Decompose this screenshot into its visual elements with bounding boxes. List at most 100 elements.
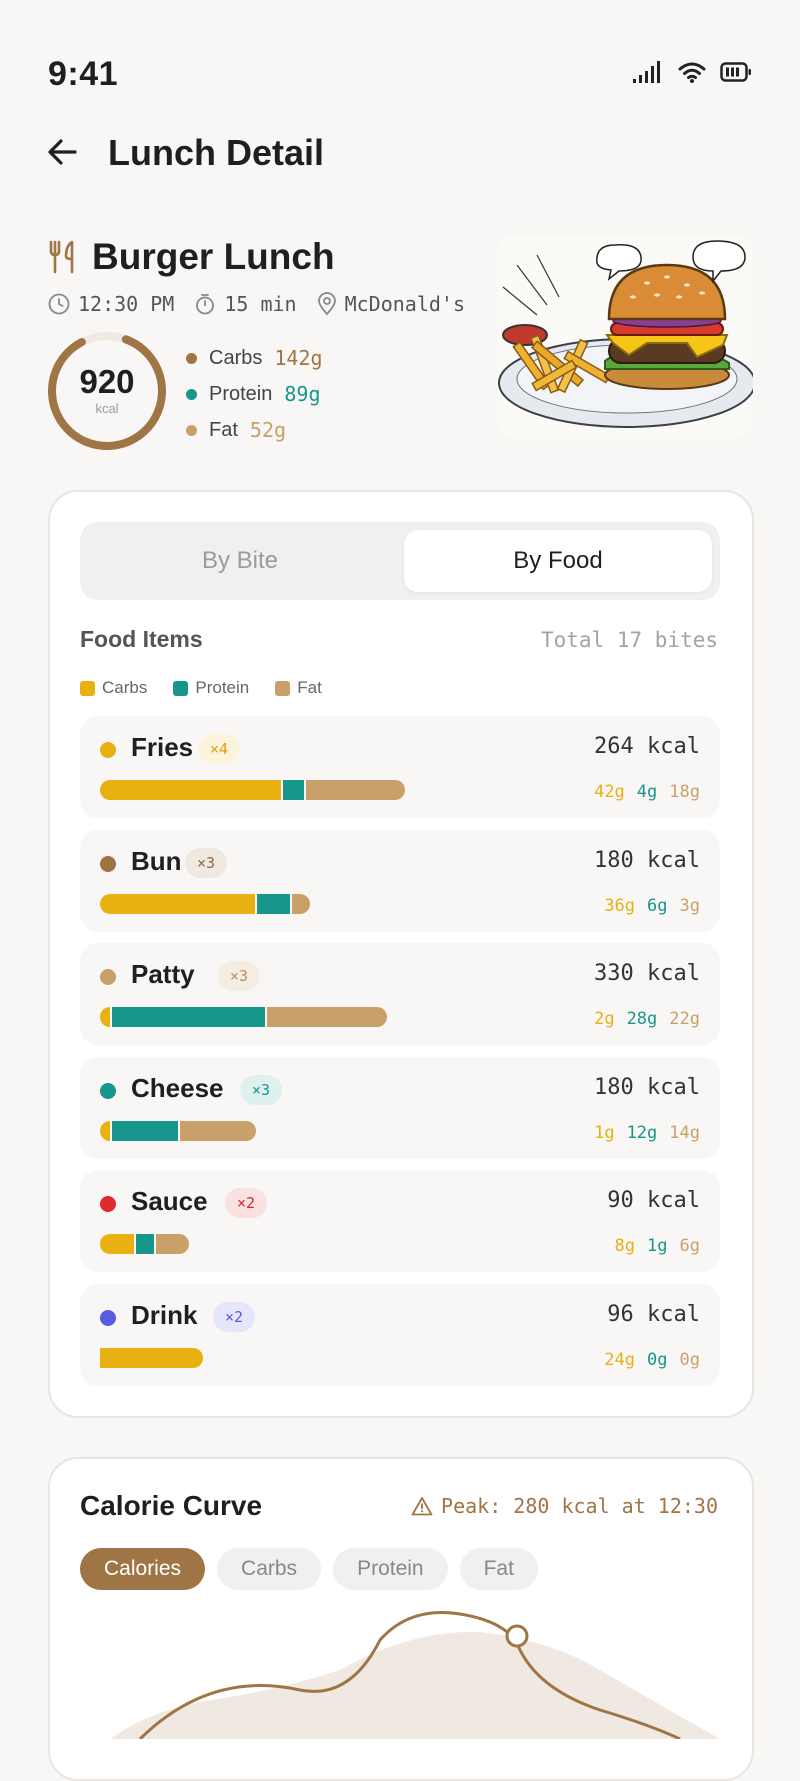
macro-bar [100,1120,256,1141]
bar-protein [136,1234,155,1254]
chip-fat[interactable]: Fat [459,1548,538,1590]
bar-carbs [100,893,255,914]
clock-icon [48,293,70,315]
food-dot [100,1309,116,1326]
chip-protein[interactable]: Protein [333,1548,448,1590]
stopwatch-icon [196,294,215,315]
status-icons [632,60,752,84]
peak-label: Peak: 280 kcal at 12:30 [441,1494,718,1518]
legend-label: Carbs [102,678,148,697]
food-fat: 3g [679,895,700,916]
macro-value: 89g [284,382,321,406]
legend-swatch [80,680,95,696]
macro-bar [100,893,310,914]
food-row-bun[interactable]: Bun ×3 180 kcal 36g 6g 3g [80,829,720,932]
chip-calories[interactable]: Calories [80,1548,206,1590]
bar-fat [156,1234,190,1254]
food-dot [100,1082,116,1099]
macro-bar [100,780,405,800]
legend-label: Fat [297,678,322,697]
food-protein: 1g [647,1236,668,1256]
food-carbs: 2g [594,1009,615,1029]
bite-count-badge: ×3 [185,847,228,878]
calorie-unit: kcal [95,401,119,416]
macro-name: Carbs [209,346,263,369]
food-row-patty[interactable]: Patty ×3 330 kcal 2g 28g 22g [80,943,720,1045]
meal-place: McDonald's [317,292,465,316]
food-macros: 8g 1g 6g [615,1236,700,1256]
food-carbs: 1g [594,1122,615,1143]
legend-swatch [275,680,291,696]
food-name: Patty [131,959,195,989]
macro-value: 142g [274,346,323,370]
bar-fat [306,780,405,800]
legend-fat: Fat [275,678,322,698]
food-macros: 36g 6g 3g [604,896,700,916]
macro-bar [100,1007,388,1027]
view-toggle: By Bite By Food [80,522,720,600]
macro-value: 52g [249,418,287,442]
food-fat: 22g [669,1009,700,1029]
meal-duration: 15 min [194,292,297,316]
macro-protein: Protein 89g [186,376,323,412]
food-kcal: 96 kcal [607,1301,700,1327]
macro-bar [100,1347,204,1368]
calorie-curve-chart [110,1610,720,1739]
food-macros: 42g 4g 18g [594,782,700,802]
food-dot [100,855,116,872]
peak-marker[interactable] [505,1624,529,1648]
food-carbs: 24g [604,1349,636,1370]
macro-fat: Fat 52g [186,412,323,448]
food-dot [100,742,116,758]
food-name: Bun [131,845,182,876]
meal-time-label: 12:30 PM [78,292,175,316]
meal-duration-label: 15 min [224,292,297,316]
food-dot [100,969,116,985]
food-protein: 0g [647,1349,668,1370]
calorie-total: 920 [79,363,135,400]
food-fat: 18g [669,782,700,802]
food-name: Drink [131,1299,198,1330]
tab-by-food[interactable]: By Food [404,530,712,592]
food-carbs: 36g [604,895,636,916]
legend-label: Protein [195,678,250,697]
legend-carbs: Carbs [80,678,147,698]
food-row-sauce[interactable]: Sauce ×2 90 kcal 8g 1g 6g [80,1170,720,1272]
food-row-drink[interactable]: Drink ×2 96 kcal 24g 0g 0g [80,1283,720,1386]
food-row-cheese[interactable]: Cheese ×3 180 kcal 1g 12g 14g [80,1056,720,1159]
food-name: Sauce [131,1186,208,1216]
food-row-fries[interactable]: Fries ×4 264 kcal 42g 4g 18g [80,716,720,818]
map-pin-icon [317,292,336,316]
bar-protein [112,1007,265,1027]
bite-count-badge: ×2 [225,1188,268,1218]
bite-count-badge: ×3 [218,961,261,991]
food-macros: 2g 28g 22g [594,1009,700,1029]
meal-photo [497,235,753,439]
curve-line [138,1610,681,1739]
bar-carbs [100,1347,204,1368]
food-protein: 12g [626,1122,658,1143]
tab-by-bite[interactable]: By Bite [201,547,279,574]
bite-count-badge: ×4 [198,734,241,764]
total-bites: Total 17 bites [540,628,718,652]
status-time: 9:41 [48,55,119,93]
bar-protein [282,780,305,800]
food-protein: 28g [626,1009,658,1029]
signal-icon [633,61,660,83]
macro-dot [186,352,197,364]
bar-carbs [100,780,281,800]
macro-dot [186,424,197,436]
food-items-heading: Food Items [80,626,203,652]
bar-fat [179,1120,256,1141]
battery-icon [720,62,751,82]
bite-count-badge: ×2 [213,1301,256,1332]
meal-meta: 12:30 PM 15 min McDonald's [48,292,465,316]
back-button[interactable] [42,132,82,172]
chip-carbs[interactable]: Carbs [217,1548,322,1590]
warning-icon [411,1497,433,1516]
bar-fat [291,893,310,914]
meal-title-row: Burger Lunch [48,236,335,278]
calorie-ring: 920 kcal [46,330,168,452]
food-dot [100,1196,116,1212]
food-kcal: 330 kcal [594,961,700,986]
